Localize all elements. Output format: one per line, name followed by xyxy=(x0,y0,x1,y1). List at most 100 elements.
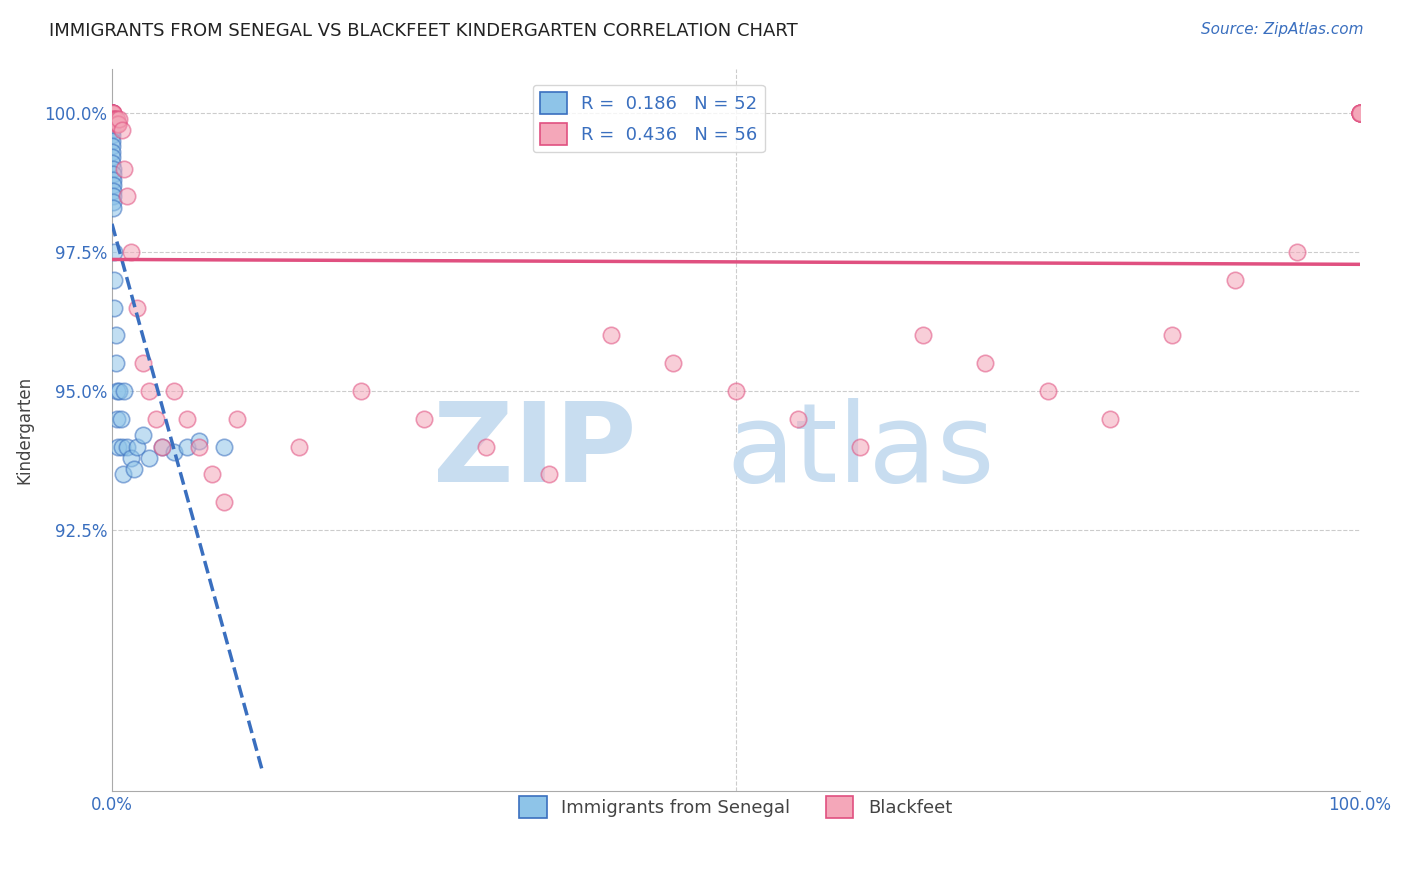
Point xyxy=(212,440,235,454)
Point xyxy=(107,117,129,131)
Point xyxy=(1348,106,1371,120)
Point xyxy=(288,440,311,454)
Point xyxy=(101,112,124,126)
Point xyxy=(101,139,124,153)
Point xyxy=(1098,411,1121,425)
Point xyxy=(114,384,136,398)
Point xyxy=(103,106,125,120)
Point xyxy=(350,384,373,398)
Point xyxy=(101,106,124,120)
Point xyxy=(201,467,224,482)
Point xyxy=(101,145,124,159)
Point xyxy=(111,122,134,136)
Point xyxy=(103,106,125,120)
Point xyxy=(132,428,155,442)
Point xyxy=(103,189,125,203)
Point xyxy=(101,151,124,165)
Point xyxy=(188,440,211,454)
Point xyxy=(1286,245,1309,260)
Point xyxy=(103,172,125,186)
Point xyxy=(103,112,125,126)
Point xyxy=(974,356,997,370)
Point xyxy=(138,384,160,398)
Point xyxy=(145,411,167,425)
Point xyxy=(188,434,211,448)
Point xyxy=(110,411,132,425)
Point xyxy=(101,122,124,136)
Point xyxy=(105,411,128,425)
Point xyxy=(103,194,125,209)
Point xyxy=(115,440,138,454)
Point xyxy=(101,106,124,120)
Point xyxy=(101,106,124,120)
Point xyxy=(103,112,125,126)
Point xyxy=(163,384,186,398)
Point xyxy=(103,178,125,193)
Point xyxy=(103,167,125,181)
Point xyxy=(163,445,186,459)
Y-axis label: Kindergarten: Kindergarten xyxy=(15,376,32,484)
Point xyxy=(101,112,124,126)
Point xyxy=(104,356,127,370)
Point xyxy=(103,184,125,198)
Point xyxy=(1348,106,1371,120)
Point xyxy=(103,245,125,260)
Point xyxy=(120,245,142,260)
Point xyxy=(600,328,623,343)
Point xyxy=(101,134,124,148)
Point xyxy=(787,411,810,425)
Point xyxy=(1348,106,1371,120)
Point xyxy=(103,161,125,176)
Point xyxy=(104,117,127,131)
Text: IMMIGRANTS FROM SENEGAL VS BLACKFEET KINDERGARTEN CORRELATION CHART: IMMIGRANTS FROM SENEGAL VS BLACKFEET KIN… xyxy=(49,22,799,40)
Point xyxy=(132,356,155,370)
Point xyxy=(120,450,142,465)
Point xyxy=(1348,106,1371,120)
Point xyxy=(114,161,136,176)
Point xyxy=(138,450,160,465)
Point xyxy=(101,106,124,120)
Point xyxy=(537,467,560,482)
Point xyxy=(212,495,235,509)
Text: ZIP: ZIP xyxy=(433,398,636,505)
Point xyxy=(662,356,685,370)
Point xyxy=(1036,384,1059,398)
Point xyxy=(1223,273,1246,287)
Point xyxy=(101,106,124,120)
Point xyxy=(150,440,173,454)
Point xyxy=(125,301,148,315)
Point xyxy=(124,462,146,476)
Text: atlas: atlas xyxy=(727,398,994,505)
Point xyxy=(412,411,434,425)
Point xyxy=(911,328,934,343)
Point xyxy=(103,273,125,287)
Point xyxy=(101,122,124,136)
Point xyxy=(104,112,127,126)
Point xyxy=(101,112,124,126)
Point xyxy=(103,106,125,120)
Point xyxy=(101,106,124,120)
Point xyxy=(150,440,173,454)
Point xyxy=(1348,106,1371,120)
Point xyxy=(475,440,498,454)
Legend: Immigrants from Senegal, Blackfeet: Immigrants from Senegal, Blackfeet xyxy=(512,789,959,826)
Point xyxy=(108,112,131,126)
Point xyxy=(849,440,872,454)
Point xyxy=(1348,106,1371,120)
Point xyxy=(101,156,124,170)
Point xyxy=(107,440,129,454)
Point xyxy=(724,384,747,398)
Point xyxy=(108,384,131,398)
Point xyxy=(1161,328,1184,343)
Point xyxy=(103,301,125,315)
Point xyxy=(103,201,125,215)
Point xyxy=(101,106,124,120)
Point xyxy=(101,117,124,131)
Point xyxy=(101,106,124,120)
Point xyxy=(104,328,127,343)
Point xyxy=(105,112,128,126)
Point xyxy=(112,467,135,482)
Point xyxy=(101,112,124,126)
Point xyxy=(115,189,138,203)
Text: Source: ZipAtlas.com: Source: ZipAtlas.com xyxy=(1201,22,1364,37)
